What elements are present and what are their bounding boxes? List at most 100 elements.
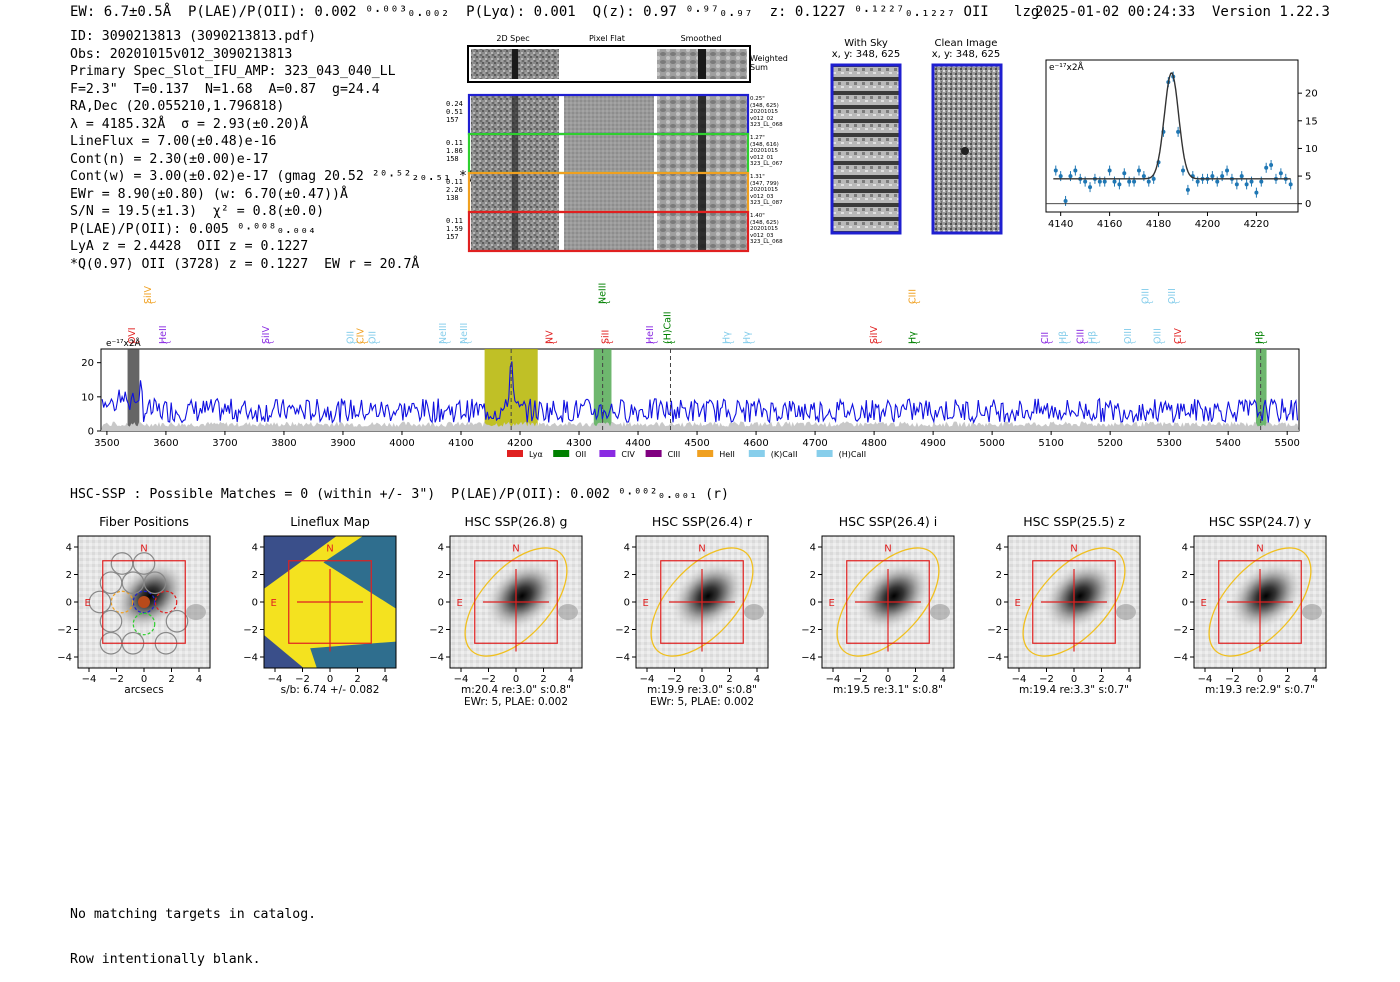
row-info-line: (347, 799) bbox=[750, 180, 779, 187]
data-point bbox=[1220, 174, 1225, 179]
row-emission-trace bbox=[512, 174, 518, 211]
lineflux-low-region bbox=[323, 536, 396, 609]
compass-north: N bbox=[140, 544, 147, 555]
hsc-panel-title: HSC SSP(24.7) y bbox=[1208, 514, 1312, 529]
line-id-label: SiIV bbox=[869, 326, 880, 344]
row-smoothed-trace bbox=[698, 174, 706, 211]
data-point bbox=[1269, 163, 1274, 168]
line-id-bracket: { bbox=[602, 300, 611, 305]
y-tick-label: 0 bbox=[88, 427, 94, 438]
data-point bbox=[1053, 168, 1058, 173]
info-line: S/N = 19.5(±1.3) χ² = 0.8(±0.0) bbox=[70, 204, 325, 219]
row-info-line: 20201015 bbox=[750, 187, 778, 194]
line-id-bracket: { bbox=[666, 340, 675, 345]
footer-line: Row intentionally blank. bbox=[70, 952, 261, 967]
row-right-info: 1.40" (348, 625) 20201015 v012_03 323_LL_068 bbox=[750, 213, 794, 246]
x-tick-label: 0 bbox=[141, 674, 147, 685]
hsc-panel-title: HSC SSP(26.4) r bbox=[651, 514, 753, 529]
zoom-unit-label: e⁻¹⁷x2Å bbox=[1049, 61, 1085, 73]
row-emission-trace bbox=[512, 96, 518, 133]
y-tick-label: 4 bbox=[252, 543, 258, 554]
x-tick-label: −2 bbox=[1039, 674, 1054, 685]
data-point bbox=[1127, 179, 1132, 184]
row-smoothed-trace bbox=[698, 213, 706, 250]
line-id-label: OVI bbox=[127, 327, 138, 344]
compass-north: N bbox=[326, 544, 333, 555]
y-tick-label: 2 bbox=[624, 570, 630, 581]
y-tick-label: 0 bbox=[810, 598, 816, 609]
row-info-line: 1.27" bbox=[750, 135, 765, 141]
x-tick-label: 4220 bbox=[1244, 219, 1269, 230]
row-info-line: v012_01 bbox=[750, 154, 774, 161]
row-stat: 138 bbox=[446, 194, 459, 202]
compass-east: E bbox=[828, 598, 834, 609]
row-info-line: 323_LL_068 bbox=[750, 122, 783, 129]
line-id-label: NV bbox=[544, 330, 555, 344]
y-tick-label: −2 bbox=[801, 625, 816, 636]
aperture-box bbox=[102, 560, 186, 644]
y-tick-label: 4 bbox=[66, 543, 72, 554]
legend-label: CIII bbox=[668, 450, 681, 459]
data-point bbox=[1102, 179, 1107, 184]
info-line: ID: 3090213813 (3090213813.pdf) bbox=[70, 29, 317, 44]
y-tick-label: −4 bbox=[615, 653, 630, 664]
hsc-panel: N E −4 −4 −2 −2 0 0 2 2 4 4 bbox=[429, 535, 583, 685]
x-tick-label: −2 bbox=[667, 674, 682, 685]
row-stat: 0.11 bbox=[446, 139, 463, 147]
neighbor-source bbox=[1116, 604, 1136, 620]
hsc-panel: N E −4 −4 −2 −2 0 0 2 2 4 4 bbox=[801, 535, 955, 685]
data-point bbox=[1215, 179, 1220, 184]
hsc-panel: N E −4 −4 −2 −2 0 0 2 2 4 4 bbox=[243, 535, 397, 685]
data-point bbox=[1117, 182, 1122, 187]
x-tick-label: 2 bbox=[1284, 674, 1290, 685]
line-id-bracket: { bbox=[131, 340, 140, 345]
row-stat: 158 bbox=[446, 155, 459, 163]
y-tick-label: −4 bbox=[987, 653, 1002, 664]
x-tick-label: 2 bbox=[354, 674, 360, 685]
x-tick-label: 4800 bbox=[861, 438, 886, 449]
x-tick-label: 4200 bbox=[507, 438, 532, 449]
row-stat: 0.24 bbox=[446, 100, 463, 108]
x-tick-label: 4 bbox=[1126, 674, 1132, 685]
data-point bbox=[1278, 171, 1283, 176]
data-point bbox=[1073, 168, 1078, 173]
row-pixel-flat bbox=[564, 135, 654, 172]
legend-label: Lyα bbox=[529, 450, 543, 459]
row-info-line: 20201015 bbox=[750, 226, 778, 233]
galaxy-image bbox=[856, 560, 932, 632]
x-tick-label: 5400 bbox=[1215, 438, 1240, 449]
y-tick-label: −4 bbox=[57, 653, 72, 664]
data-point bbox=[1185, 187, 1190, 192]
y-tick-label: −2 bbox=[1173, 625, 1188, 636]
data-point bbox=[1249, 179, 1254, 184]
full-spectrum-svg: SiIV{OVI{HeII{SiIV{OII{CIV{OII{NeIII{NeI… bbox=[81, 283, 1300, 459]
x-tick-label: −4 bbox=[82, 674, 97, 685]
x-tick-label: −4 bbox=[640, 674, 655, 685]
row-stat: 0.11 bbox=[446, 217, 463, 225]
hsc-banner: HSC-SSP : Possible Matches = 0 (within +… bbox=[70, 487, 729, 502]
legend-swatch bbox=[599, 450, 616, 457]
hsc-panel-caption: arcsecs bbox=[124, 684, 164, 696]
line-id-bracket: { bbox=[1171, 300, 1180, 305]
hsc-panels: N E −4 −4 −2 −2 0 0 2 2 4 4 N E −4 −4 −2 −2 0 0 2 2 4 4 N E −4 −4 −2… bbox=[50, 510, 1350, 730]
spectrum-unit-label: e⁻¹⁷x2Å bbox=[106, 337, 142, 349]
lineflux-low-region bbox=[264, 635, 304, 668]
line-id-bracket: { bbox=[162, 340, 171, 345]
legend-label: (K)CaII bbox=[771, 450, 798, 459]
y-tick-label: −2 bbox=[243, 625, 258, 636]
line-id-label: (H)CaII bbox=[662, 311, 673, 344]
compass-east: E bbox=[642, 598, 648, 609]
line-id-bracket: { bbox=[911, 300, 920, 305]
fiber-circle bbox=[99, 571, 123, 595]
clean-title: Clean Image bbox=[934, 38, 998, 49]
cutout-images bbox=[830, 63, 1003, 235]
x-tick-label: 4 bbox=[568, 674, 574, 685]
detection-center bbox=[138, 596, 150, 608]
row-pixel-flat bbox=[564, 96, 654, 133]
line-id-bracket: { bbox=[726, 340, 735, 345]
line-id-label: SiIV bbox=[261, 326, 272, 344]
line-id-label: OII bbox=[346, 331, 357, 344]
fiber-circle bbox=[132, 612, 156, 636]
data-point bbox=[1225, 168, 1230, 173]
y-tick-label: 2 bbox=[438, 570, 444, 581]
